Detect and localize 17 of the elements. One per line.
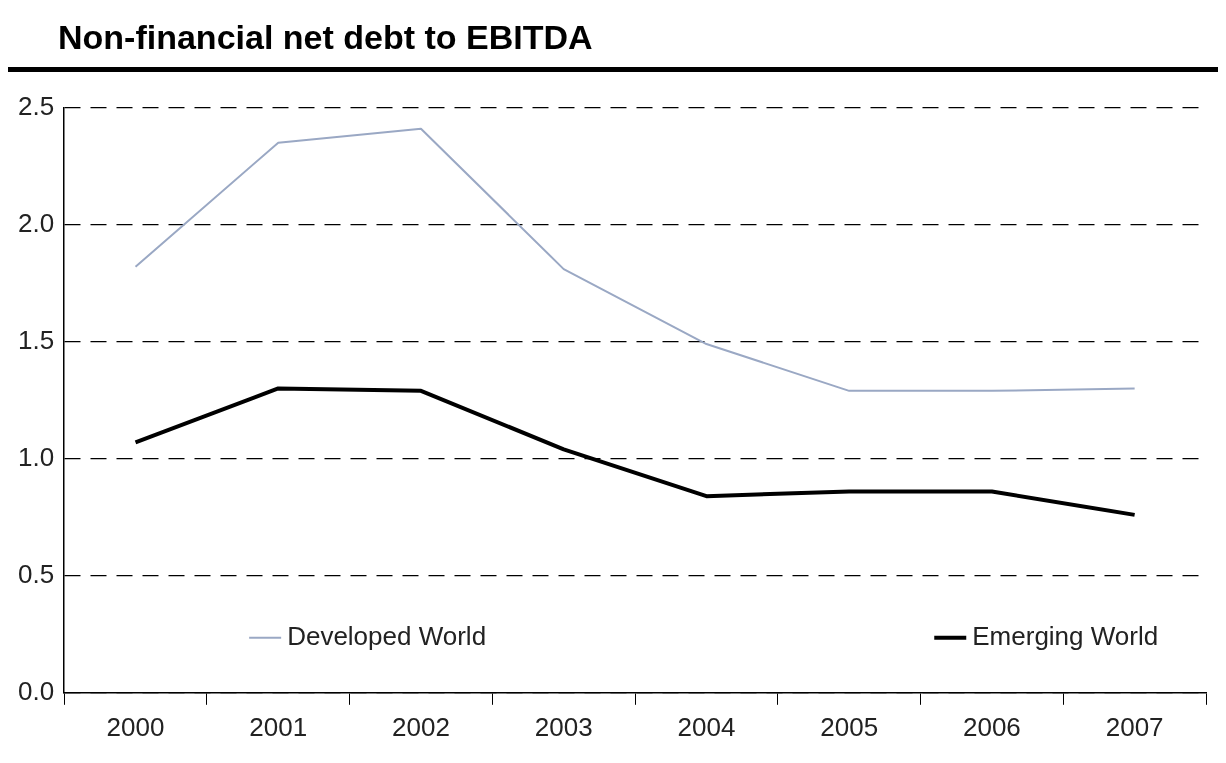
x-tick-label: 2005 — [820, 711, 879, 742]
x-tick-label: 2006 — [962, 711, 1021, 742]
y-tick-label: 0.5 — [17, 558, 55, 589]
y-tick-label: 2.5 — [17, 90, 55, 121]
y-tick-label: 0.0 — [17, 675, 55, 706]
legend-label: Emerging World — [972, 620, 1159, 651]
x-tick-label: 2003 — [534, 711, 593, 742]
x-tick-label: 2001 — [249, 711, 308, 742]
y-tick-label: 1.0 — [17, 441, 55, 472]
x-tick-label: 2004 — [677, 711, 736, 742]
legend-label: Developed World — [287, 620, 487, 651]
chart-title: Non-financial net debt to EBITDA — [8, 8, 1218, 72]
y-tick-label: 1.5 — [17, 324, 55, 355]
y-tick-label: 2.0 — [17, 207, 55, 238]
x-tick-label: 2000 — [106, 711, 165, 742]
x-tick-label: 2007 — [1105, 711, 1164, 742]
x-tick-label: 2002 — [392, 711, 450, 742]
